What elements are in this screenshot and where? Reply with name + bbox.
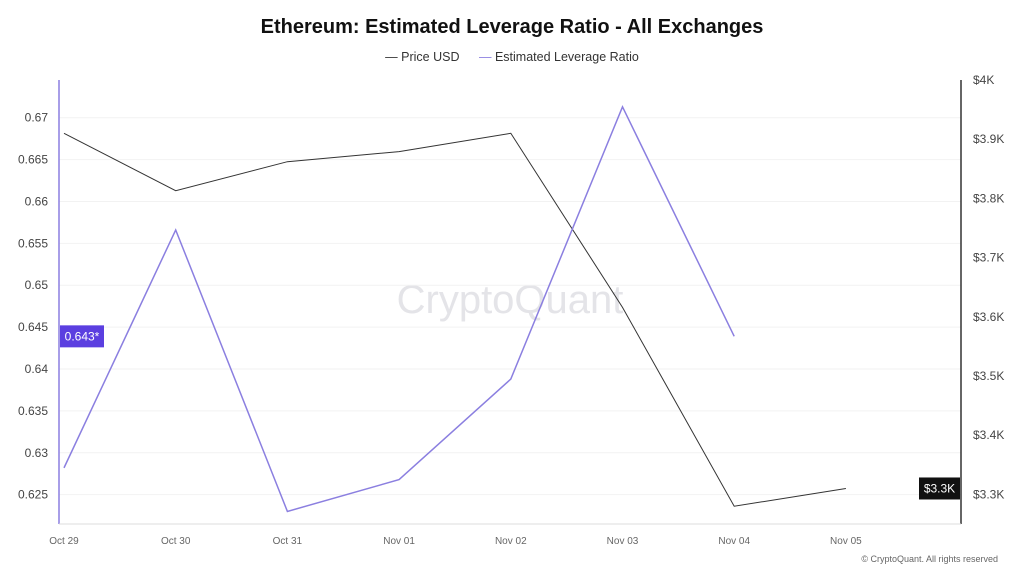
left-tick-label: 0.635 bbox=[18, 404, 48, 418]
series-line-leverage bbox=[63, 104, 735, 513]
left-tick-label: 0.63 bbox=[25, 446, 49, 460]
x-tick-label: Nov 05 bbox=[830, 536, 862, 547]
left-value-marker bbox=[60, 325, 104, 348]
legend: — Price USD — Estimated Leverage Ratio bbox=[0, 50, 1024, 64]
left-tick-label: 0.665 bbox=[18, 153, 48, 167]
x-tick-label: Oct 29 bbox=[49, 536, 79, 547]
right-tick-label: $3.7K bbox=[973, 251, 1004, 265]
left-tick-label: 0.67 bbox=[25, 111, 49, 125]
series-line-price bbox=[63, 132, 846, 507]
right-value-marker bbox=[919, 477, 960, 500]
left-tick-label: 0.65 bbox=[25, 278, 49, 292]
x-tick-label: Nov 03 bbox=[607, 536, 639, 547]
left-tick-label: 0.66 bbox=[25, 194, 49, 208]
right-tick-label: $3.9K bbox=[973, 132, 1004, 146]
left-tick-label: 0.655 bbox=[18, 236, 48, 250]
legend-item-leverage[interactable]: — Estimated Leverage Ratio bbox=[479, 50, 639, 64]
watermark: CryptoQuant bbox=[397, 278, 624, 322]
legend-swatch-price: — bbox=[385, 50, 402, 64]
left-tick-label: 0.645 bbox=[18, 320, 48, 334]
x-tick-label: Oct 30 bbox=[161, 536, 191, 547]
x-tick-label: Nov 04 bbox=[718, 536, 750, 547]
left-tick-label: 0.625 bbox=[18, 488, 48, 502]
right-tick-label: $3.5K bbox=[973, 369, 1004, 383]
x-tick-label: Nov 01 bbox=[383, 536, 415, 547]
chart-title: Ethereum: Estimated Leverage Ratio - All… bbox=[260, 16, 764, 38]
right-tick-label: $3.4K bbox=[973, 428, 1004, 442]
right-tick-label: $4K bbox=[973, 73, 994, 87]
left-tick-label: 0.64 bbox=[25, 362, 49, 376]
legend-label-leverage: Estimated Leverage Ratio bbox=[494, 50, 639, 64]
left-value-marker-label: 0.643* bbox=[65, 329, 100, 343]
right-tick-label: $3.8K bbox=[973, 191, 1004, 205]
right-value-marker-label: $3.3K bbox=[924, 481, 955, 495]
x-tick-label: Nov 02 bbox=[495, 536, 527, 547]
right-tick-label: $3.6K bbox=[973, 310, 1004, 324]
legend-swatch-leverage: — bbox=[478, 50, 495, 64]
x-tick-label: Oct 31 bbox=[273, 536, 303, 547]
legend-item-price[interactable]: — Price USD bbox=[385, 50, 459, 64]
copyright: © CryptoQuant. All rights reserved bbox=[861, 554, 998, 564]
right-tick-label: $3.3K bbox=[973, 487, 1004, 501]
legend-label-price: Price USD bbox=[401, 50, 460, 64]
